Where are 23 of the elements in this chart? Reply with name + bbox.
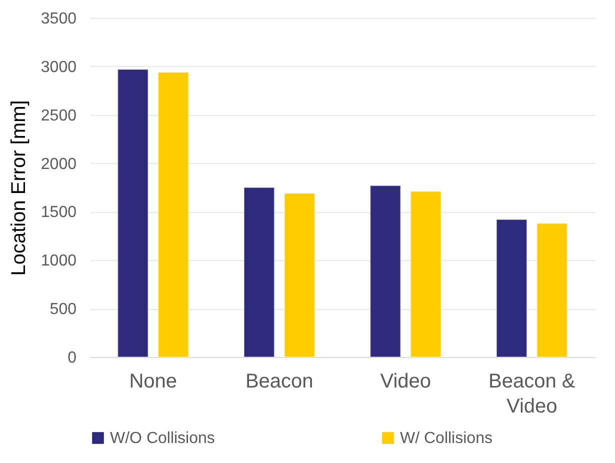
bar <box>244 187 275 358</box>
y-tick-label: 1500 <box>40 204 77 222</box>
y-tick-label: 3500 <box>40 10 77 28</box>
x-tick-label: Video <box>380 370 432 392</box>
legend-label: W/O Collisions <box>110 430 215 447</box>
bar <box>158 72 189 358</box>
x-tick-label: Beacon <box>245 370 314 392</box>
bar <box>536 222 568 358</box>
bar <box>496 218 528 358</box>
x-tick-label: None <box>129 370 178 392</box>
legend-label: W/ Collisions <box>400 430 492 447</box>
bar <box>370 185 402 358</box>
y-axis-title: Location Error [mm] <box>8 100 30 276</box>
bar <box>117 68 149 358</box>
y-tick-label: 500 <box>50 301 77 318</box>
x-tick-label: Beacon & Video <box>488 370 576 418</box>
bar <box>410 190 442 358</box>
y-tick-label: 2000 <box>40 156 77 173</box>
y-tick-label: 2500 <box>40 107 77 124</box>
y-tick-label: 1000 <box>40 252 77 270</box>
bar <box>284 192 316 358</box>
y-tick-label: 3000 <box>40 58 77 76</box>
y-tick-label: 0 <box>68 350 77 366</box>
